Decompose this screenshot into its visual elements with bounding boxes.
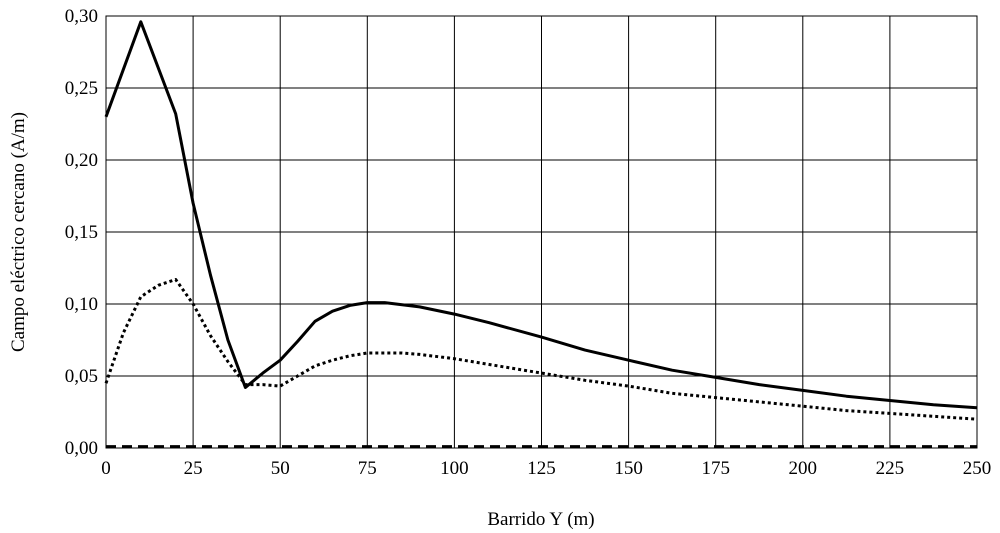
grid xyxy=(105,15,978,449)
x-tick-label: 200 xyxy=(789,458,818,479)
x-tick-label: 250 xyxy=(963,458,992,479)
y-tick-label: 0,10 xyxy=(65,294,98,315)
y-tick-label: 0,25 xyxy=(65,78,98,99)
x-tick-label: 50 xyxy=(271,458,290,479)
y-tick-label: 0,20 xyxy=(65,150,98,171)
series-line-2 xyxy=(104,278,978,421)
x-tick-label: 75 xyxy=(358,458,377,479)
tick-labels: 0 25 50 75 100 125 150 175 200 225 250 0,00 0,05 0,10… xyxy=(65,6,992,479)
y-axis-title: Campo eléctrico cercano (A/m) xyxy=(8,112,29,352)
y-tick-label: 0,05 xyxy=(65,366,98,387)
y-tick-label: 0,30 xyxy=(65,6,98,27)
x-tick-label: 125 xyxy=(527,458,556,479)
x-tick-label: 100 xyxy=(440,458,469,479)
series-line-1 xyxy=(104,20,978,410)
x-tick-label: 225 xyxy=(876,458,905,479)
x-tick-label: 0 xyxy=(101,458,111,479)
series-group xyxy=(104,20,978,449)
x-tick-label: 150 xyxy=(614,458,643,479)
x-axis-title: Barrido Y (m) xyxy=(487,509,594,530)
x-tick-label: 175 xyxy=(701,458,730,479)
x-tick-label: 25 xyxy=(184,458,203,479)
y-tick-label: 0,00 xyxy=(65,438,98,459)
y-tick-label: 0,15 xyxy=(65,222,98,243)
